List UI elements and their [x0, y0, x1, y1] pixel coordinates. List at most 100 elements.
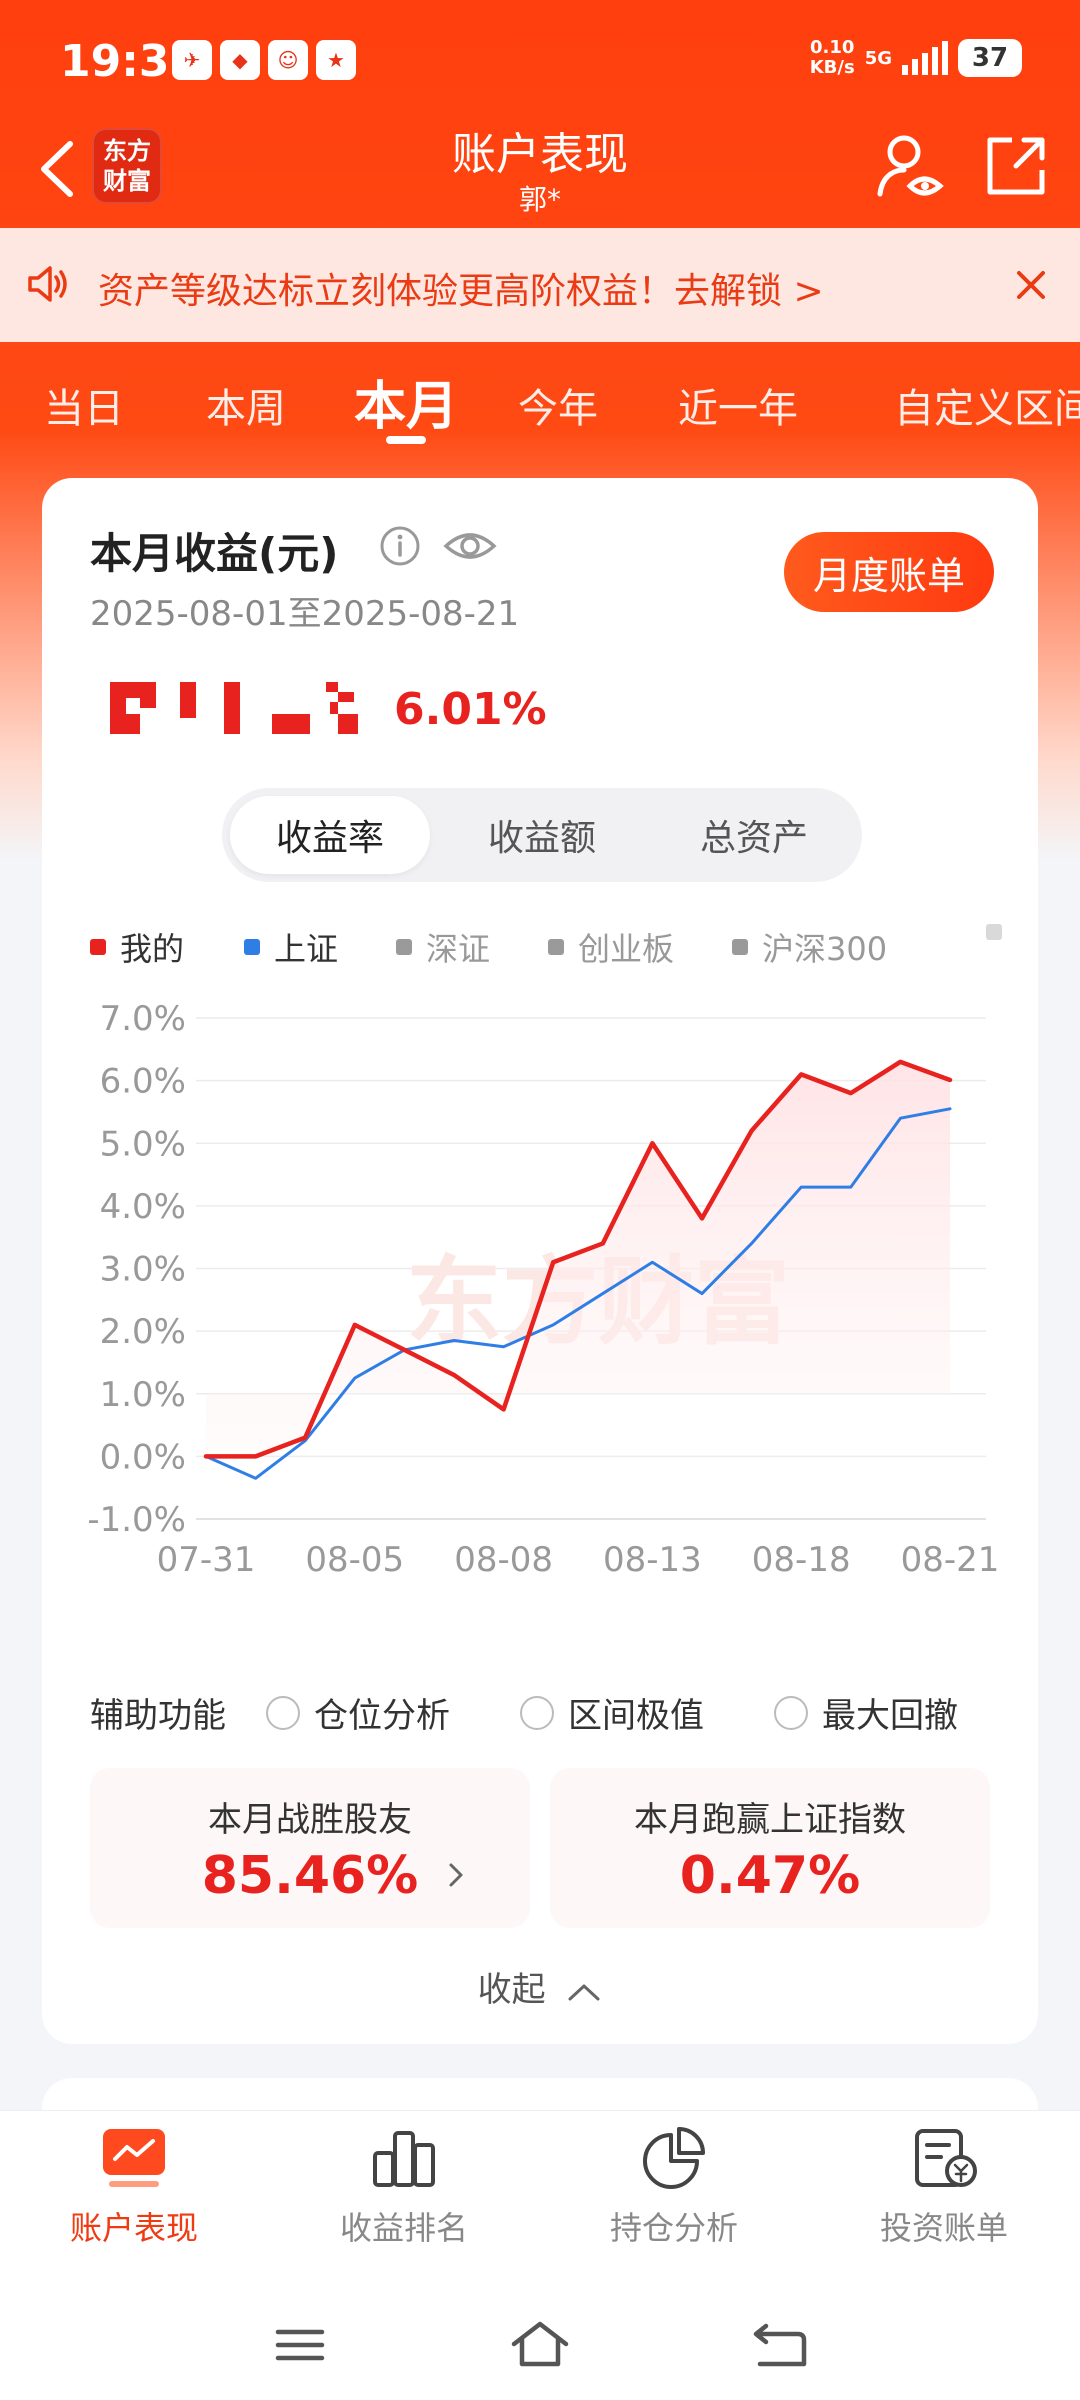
- status-bar: 19:31 ✈ ◆ ☺ ★ 0.10 KB/s 5G 37: [0, 0, 1080, 120]
- y-tick-label: 6.0%: [100, 1062, 186, 1102]
- bill-yen-icon: [915, 2129, 977, 2187]
- aux-max-drawdown[interactable]: 最大回撤: [774, 1688, 958, 1737]
- radio-icon[interactable]: [266, 1695, 300, 1730]
- x-tick-label: 08-05: [305, 1540, 404, 1580]
- back-arrow-icon[interactable]: [30, 134, 90, 204]
- beat-peers-stat[interactable]: 本月战胜股友 85.46%: [90, 1768, 530, 1928]
- legend-shanghai[interactable]: 上证: [244, 924, 338, 970]
- chevron-up-icon: [568, 1984, 600, 2000]
- back-icon[interactable]: [750, 2320, 810, 2370]
- beat-index-stat: 本月跑赢上证指数 0.47%: [550, 1768, 990, 1928]
- legend-chinext[interactable]: 创业板: [548, 924, 674, 970]
- chevron-right-icon: [449, 1863, 463, 1887]
- x-tick-label: 08-13: [603, 1540, 702, 1580]
- x-tick-label: 08-21: [901, 1540, 1000, 1580]
- legend-swatch: [90, 939, 106, 955]
- account-name: 郭*: [518, 183, 561, 216]
- active-tab-indicator: [386, 436, 426, 444]
- segment-return-rate[interactable]: 收益率: [230, 796, 430, 874]
- home-icon[interactable]: [510, 2320, 570, 2370]
- aux-range-extremes[interactable]: 区间极值: [520, 1688, 704, 1737]
- tab-today[interactable]: 当日: [44, 386, 124, 432]
- nav-holdings-analysis[interactable]: 持仓分析: [564, 2125, 784, 2285]
- metric-segmented-control: 收益率 收益额 总资产: [222, 788, 862, 882]
- y-tick-label: 4.0%: [100, 1187, 186, 1227]
- segment-return-amount[interactable]: 收益额: [487, 818, 596, 859]
- legend-swatch: [732, 939, 748, 955]
- battery-icon: 37: [958, 39, 1022, 77]
- status-indicators: 0.10 KB/s 5G 37: [810, 38, 1022, 78]
- pie-chart-icon: [643, 2127, 705, 2189]
- system-navigation: [0, 2290, 1080, 2400]
- privacy-user-icon[interactable]: [870, 126, 950, 206]
- y-tick-label: 0.0%: [100, 1437, 186, 1477]
- legend-more[interactable]: [986, 924, 1016, 940]
- date-range: 2025-08-01至2025-08-21: [90, 594, 520, 634]
- masked-amount: [110, 682, 358, 734]
- returns-card: 本月收益(元) 2025-08-01至2025-08-21 月度账单 6.01%…: [42, 478, 1038, 2044]
- notification-icons: ✈ ◆ ☺ ★: [172, 40, 356, 80]
- aux-functions: 辅助功能 仓位分析 区间极值 最大回撤: [90, 1688, 1020, 1738]
- collapse-button[interactable]: 收起: [42, 1962, 1038, 2011]
- monthly-bill-button[interactable]: 月度账单: [784, 532, 994, 612]
- chart-monitor-icon: [103, 2129, 165, 2187]
- speaker-icon: [28, 266, 67, 302]
- banner-text[interactable]: 资产等级达标立刻体验更高阶权益！去解锁 >: [98, 271, 824, 312]
- nav-account-performance[interactable]: 账户表现: [24, 2125, 244, 2285]
- unlock-banner[interactable]: 资产等级达标立刻体验更高阶权益！去解锁 >: [0, 228, 1080, 342]
- nav-return-ranking[interactable]: 收益排名: [294, 2125, 514, 2285]
- nav-investment-bill[interactable]: 投资账单: [834, 2125, 1054, 2285]
- y-tick-label: 3.0%: [100, 1250, 186, 1290]
- eye-icon[interactable]: [442, 522, 498, 570]
- close-icon[interactable]: [1006, 260, 1056, 310]
- info-icon[interactable]: [378, 524, 422, 568]
- period-tabs: 当日 本周 本月 今年 近一年 自定义区间: [0, 342, 1080, 462]
- tab-custom-range[interactable]: 自定义区间: [894, 386, 1080, 432]
- brand-logo: 东方 财富: [92, 128, 162, 204]
- app-notification-icon: ★: [316, 40, 356, 80]
- aux-label: 辅助功能: [90, 1696, 226, 1736]
- y-tick-label: -1.0%: [87, 1500, 186, 1540]
- signal-type: 5G: [864, 47, 892, 69]
- legend-csi300[interactable]: 沪深300: [732, 924, 887, 970]
- app-notification-icon: ◆: [220, 40, 260, 80]
- menu-icon[interactable]: [270, 2320, 330, 2370]
- legend-swatch: [396, 939, 412, 955]
- app-notification-icon: ☺: [268, 40, 308, 80]
- return-line-chart[interactable]: 7.0%6.0%5.0%4.0%3.0%2.0%1.0%0.0%-1.0%东方财…: [42, 978, 1038, 1618]
- y-tick-label: 5.0%: [100, 1124, 186, 1164]
- app-notification-icon: ✈: [172, 40, 212, 80]
- legend-swatch: [548, 939, 564, 955]
- x-tick-label: 08-18: [752, 1540, 851, 1580]
- card-title: 本月收益(元): [90, 529, 339, 578]
- y-tick-label: 7.0%: [100, 999, 186, 1039]
- series-area-mine: [206, 1061, 950, 1457]
- bar-ranking-icon: [373, 2131, 435, 2187]
- radio-icon[interactable]: [520, 1695, 554, 1730]
- page-title: 账户表现: [452, 129, 628, 180]
- app-header: 东方 财富 账户表现 郭*: [0, 110, 1080, 230]
- tab-year[interactable]: 今年: [518, 386, 598, 432]
- aux-position-analysis[interactable]: 仓位分析: [266, 1688, 450, 1737]
- y-tick-label: 2.0%: [100, 1312, 186, 1352]
- return-percentage: 6.01%: [394, 684, 547, 735]
- tab-week[interactable]: 本周: [206, 386, 286, 432]
- share-icon[interactable]: [976, 126, 1056, 206]
- legend-mine[interactable]: 我的: [90, 924, 184, 970]
- signal-icon: [902, 41, 948, 75]
- tab-month[interactable]: 本月: [354, 377, 459, 437]
- legend-swatch: [244, 939, 260, 955]
- x-tick-label: 08-08: [454, 1540, 553, 1580]
- segment-total-assets[interactable]: 总资产: [699, 818, 808, 859]
- x-tick-label: 07-31: [157, 1540, 256, 1580]
- series-line-shanghai: [204, 1107, 952, 1480]
- net-speed: 0.10 KB/s: [809, 37, 855, 78]
- radio-icon[interactable]: [774, 1695, 808, 1730]
- tab-last-year[interactable]: 近一年: [678, 386, 798, 432]
- legend-swatch: [986, 924, 1002, 940]
- legend-shenzhen[interactable]: 深证: [396, 924, 490, 970]
- series-line-mine: [203, 1059, 953, 1459]
- chart-legend: 我的 上证 深证 创业板 沪深300: [90, 924, 1020, 974]
- y-tick-label: 1.0%: [100, 1375, 186, 1415]
- bottom-navigation: 账户表现 收益排名 持仓分析 投资账单: [0, 2110, 1080, 2290]
